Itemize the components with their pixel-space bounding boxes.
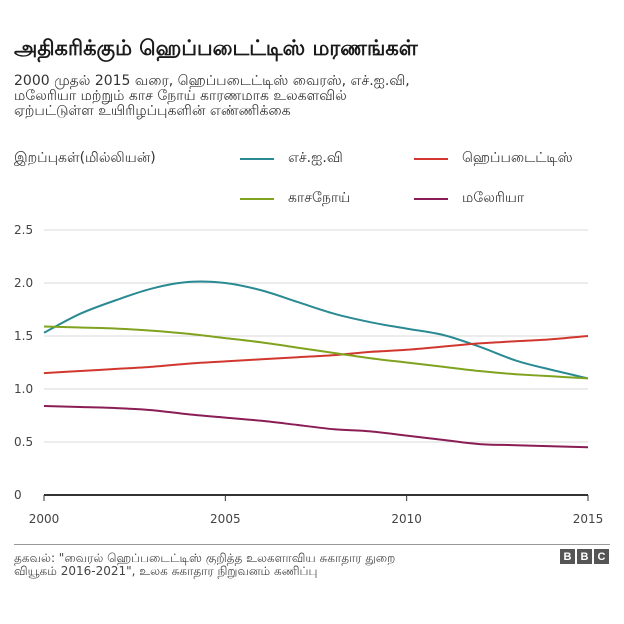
legend-swatch-tb [240, 198, 274, 200]
y-tick-label: 1.0 [14, 382, 33, 396]
legend-item-tb: காசநோய் [240, 190, 350, 208]
series-line-malaria [43, 405, 589, 449]
source-note: தகவல்: "வைரல் ஹெப்படைட்டிஸ் குறித்த உலகள… [14, 552, 534, 578]
subtitle-line: 2000 முதல் 2015 வரை, ஹெப்படைட்டிஸ் வைரஸ்… [14, 73, 410, 89]
legend-swatch-hepatitis [414, 158, 448, 160]
y-tick-label: 0 [14, 488, 22, 502]
legend-label-hiv: எச்.ஐ.வி [288, 150, 343, 166]
legend-label-tb: காசநோய் [288, 190, 351, 206]
footer-divider [14, 544, 610, 545]
x-tick-label: 2015 [573, 512, 604, 526]
bbc-logo: B B C [560, 549, 609, 564]
y-axis-label: இறப்புகள்(மில்லியன்) [14, 150, 156, 166]
legend-label-hepatitis: ஹெப்படைட்டிஸ் [462, 150, 573, 166]
source-line: வியூகம் 2016-2021", உலக சுகாதார நிறுவனம்… [14, 564, 318, 578]
subtitle-line: மலேரியா மற்றும் காச நோய் காரணமாக உலகளவில… [14, 88, 347, 104]
chart-subtitle: 2000 முதல் 2015 வரை, ஹெப்படைட்டிஸ் வைரஸ்… [14, 74, 574, 119]
legend-label-malaria: மலேரியா [462, 190, 525, 206]
source-line: தகவல்: "வைரல் ஹெப்படைட்டிஸ் குறித்த உலகள… [14, 551, 396, 565]
legend-item-hiv: எச்.ஐ.வி [240, 150, 343, 168]
subtitle-line: ஏற்பட்டுள்ள உயிரிழப்புகளின் எண்ணிக்கை [14, 103, 291, 119]
legend-item-hepatitis: ஹெப்படைட்டிஸ் [414, 150, 573, 168]
y-tick-label: 2.5 [14, 223, 33, 237]
chart-title: அதிகரிக்கும் ஹெப்படைட்டிஸ் மரணங்கள் [14, 36, 418, 60]
y-tick-label: 0.5 [14, 435, 33, 449]
series-line-hepatitis [43, 335, 589, 375]
x-tick-label: 2005 [210, 512, 241, 526]
series-line-tb [43, 325, 589, 380]
bbc-logo-letter: B [577, 549, 592, 564]
series-line-hiv [43, 280, 589, 380]
legend-swatch-hiv [240, 158, 274, 160]
bbc-logo-letter: C [594, 549, 609, 564]
y-tick-label: 1.5 [14, 329, 33, 343]
legend-item-malaria: மலேரியா [414, 190, 524, 208]
legend-swatch-malaria [414, 198, 448, 200]
line-chart: 0 0.5 1.0 1.5 2.0 2.5 2000 2005 2010 2015 [14, 223, 604, 526]
x-tick-label: 2000 [29, 512, 60, 526]
bbc-logo-letter: B [560, 549, 575, 564]
x-tick-label: 2010 [391, 512, 422, 526]
y-tick-label: 2.0 [14, 276, 33, 290]
